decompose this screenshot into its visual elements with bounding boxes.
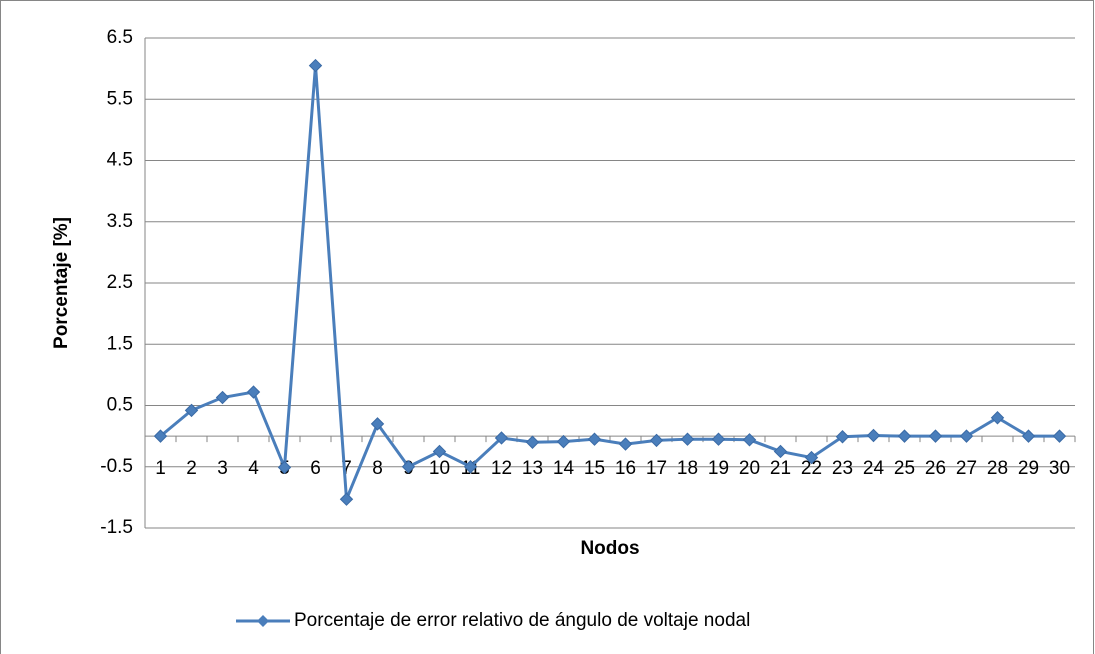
data-point [1052, 429, 1067, 443]
x-tick-label: 19 [708, 458, 729, 479]
data-point [494, 431, 509, 445]
x-tick-label: 23 [832, 458, 853, 479]
y-tick-label: 4.5 [107, 150, 133, 171]
x-tick-label: 25 [894, 458, 915, 479]
data-point [897, 429, 912, 443]
legend-label: Porcentaje de error relativo de ángulo d… [294, 610, 750, 631]
x-tick-label: 18 [677, 458, 698, 479]
data-point [990, 411, 1005, 425]
x-tick-label: 22 [801, 458, 822, 479]
data-point [649, 433, 664, 448]
data-point [742, 433, 757, 447]
data-point [928, 429, 943, 443]
data-point [153, 429, 168, 443]
data-point [246, 385, 261, 399]
data-point [184, 403, 199, 418]
data-point [463, 460, 478, 474]
y-axis-label: Porcentaje [%] [51, 217, 72, 349]
data-point [866, 428, 881, 443]
data-point [525, 435, 540, 449]
data-point [618, 437, 633, 451]
x-tick-label: 26 [925, 458, 946, 479]
data-point [773, 444, 788, 459]
y-tick-label: 2.5 [107, 272, 133, 293]
x-tick-label: 21 [770, 458, 791, 479]
y-tick-label: -1.5 [100, 517, 133, 538]
x-tick-label: 7 [341, 458, 352, 479]
data-point [215, 390, 230, 405]
y-tick-label: 3.5 [107, 211, 133, 232]
x-tick-label: 13 [522, 458, 543, 479]
x-tick-label: 2 [186, 458, 197, 479]
y-tick-label: -0.5 [100, 456, 133, 477]
x-tick-label: 14 [553, 458, 575, 479]
data-point [711, 432, 726, 446]
data-point [432, 444, 447, 459]
x-axis-label: Nodos [580, 538, 639, 559]
data-point [959, 429, 974, 443]
x-tick-label: 16 [615, 458, 636, 479]
x-tick-label: 20 [739, 458, 760, 479]
data-point [277, 460, 292, 475]
data-point [370, 417, 385, 431]
data-point [587, 432, 602, 446]
x-tick-label: 8 [372, 458, 383, 479]
data-point [556, 434, 571, 449]
x-tick-label: 6 [310, 458, 321, 479]
x-tick-label: 17 [646, 458, 667, 479]
x-tick-label: 4 [248, 458, 259, 479]
legend-marker [257, 615, 269, 627]
x-tick-label: 15 [584, 458, 605, 479]
y-tick-label: 1.5 [107, 333, 133, 354]
x-tick-label: 28 [987, 458, 1008, 479]
data-point [339, 492, 354, 506]
data-point [401, 460, 416, 474]
data-point [308, 58, 323, 73]
data-point [804, 450, 819, 465]
x-tick-label: 24 [863, 458, 885, 479]
y-tick-label: 5.5 [107, 88, 133, 109]
x-tick-label: 27 [956, 458, 977, 479]
y-tick-label: 6.5 [107, 27, 133, 48]
x-tick-label: 1 [155, 458, 166, 479]
data-point [680, 432, 695, 446]
data-point [1021, 429, 1036, 443]
x-tick-label: 29 [1018, 458, 1039, 479]
data-point [835, 430, 850, 444]
y-tick-label: 0.5 [107, 395, 133, 416]
x-tick-label: 12 [491, 458, 512, 479]
x-tick-label: 10 [429, 458, 450, 479]
x-tick-label: 30 [1049, 458, 1070, 479]
x-tick-label: 3 [217, 458, 228, 479]
